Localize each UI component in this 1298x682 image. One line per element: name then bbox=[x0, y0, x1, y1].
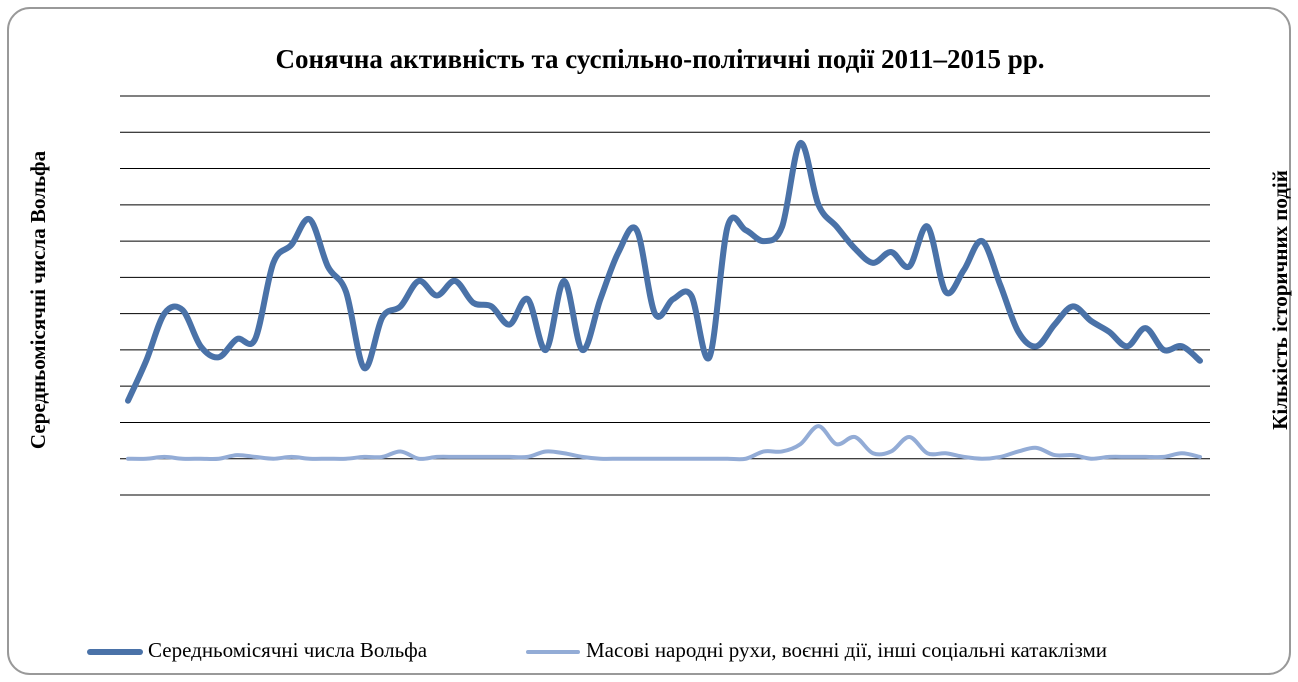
y2-axis-label: Кількість історичних подій bbox=[1268, 170, 1292, 430]
legend-label: Середньомісячні числа Вольфа bbox=[148, 638, 428, 662]
chart-title: Сонячна активність та суспільно-політичн… bbox=[275, 44, 1044, 74]
series-line bbox=[126, 424, 1202, 462]
y-axis-label: Середньомісячні числа Вольфа bbox=[26, 150, 50, 449]
chart-frame bbox=[7, 7, 1291, 675]
legend-label: Масові народні рухи, воєнні дії, інші со… bbox=[586, 638, 1107, 662]
series-line bbox=[125, 140, 1203, 404]
